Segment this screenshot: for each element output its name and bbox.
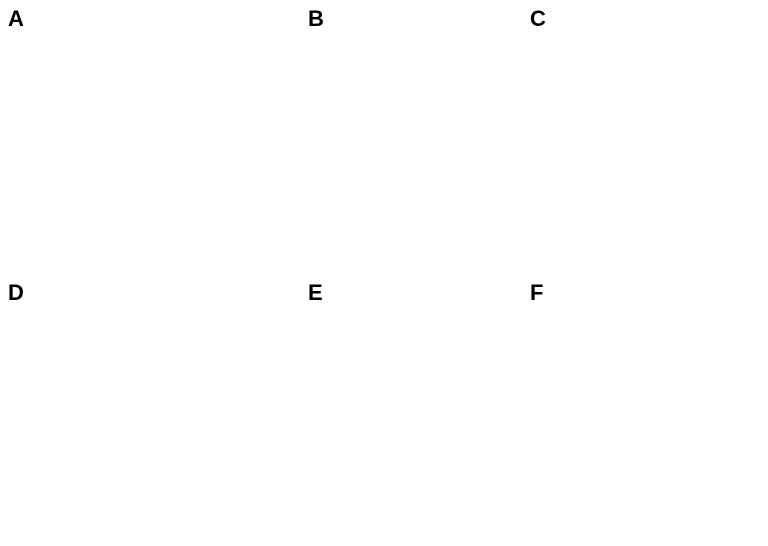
chart-c xyxy=(536,22,764,272)
chart-d xyxy=(8,296,308,544)
chart-f xyxy=(536,296,764,544)
chart-e xyxy=(318,296,528,544)
chart-b xyxy=(318,22,528,272)
chart-a xyxy=(8,22,308,272)
figure-root: A B C D E F xyxy=(0,0,768,546)
